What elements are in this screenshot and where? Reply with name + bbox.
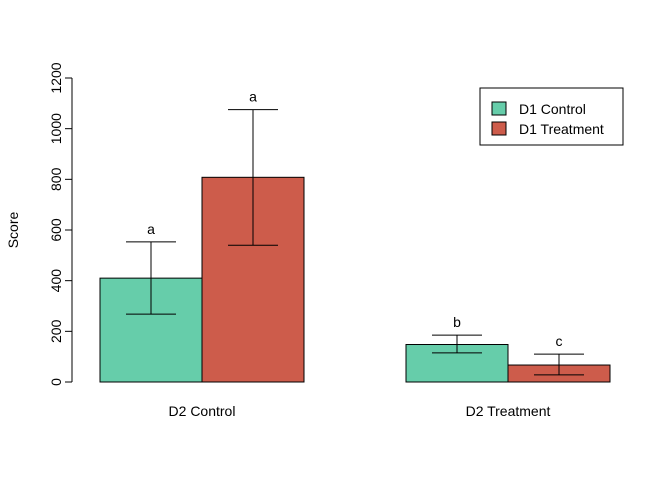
error-bar (534, 353, 584, 376)
legend-item: D1 Control (491, 101, 586, 117)
y-tick-label: 200 (48, 319, 64, 343)
x-axis-labels: D2 Control D2 Treatment (169, 403, 551, 419)
y-tick-label: 1000 (48, 113, 64, 144)
significance-label: b (453, 314, 461, 330)
y-tick-label: 0 (48, 378, 64, 386)
legend-label: D1 Treatment (519, 121, 604, 137)
y-axis: 0 200 400 600 800 1000 1200 (48, 62, 73, 386)
y-tick-label: 1200 (48, 62, 64, 93)
error-bar (432, 334, 482, 354)
legend-label: D1 Control (519, 101, 586, 117)
significance-label: a (147, 221, 155, 237)
error-bars-layer (126, 109, 584, 376)
x-category-label: D2 Treatment (466, 403, 551, 419)
x-category-label: D2 Control (169, 403, 236, 419)
error-bar (126, 241, 176, 315)
bars-layer (99, 176, 611, 383)
y-axis-title: Score (5, 212, 21, 249)
y-tick-label: 400 (48, 269, 64, 293)
y-tick-label: 800 (48, 167, 64, 191)
significance-labels-layer: a a b c (147, 89, 562, 349)
significance-label: c (556, 333, 563, 349)
legend-item: D1 Treatment (491, 121, 604, 137)
error-bar (228, 109, 278, 246)
significance-label: a (249, 89, 257, 105)
legend-swatch (491, 121, 507, 136)
legend-swatch (491, 101, 507, 116)
y-tick-label: 600 (48, 218, 64, 242)
legend: D1 Control D1 Treatment (479, 87, 624, 146)
